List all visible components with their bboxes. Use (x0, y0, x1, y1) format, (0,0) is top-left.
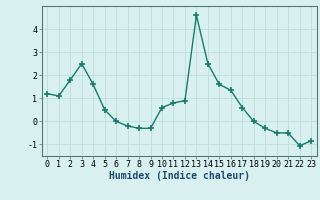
X-axis label: Humidex (Indice chaleur): Humidex (Indice chaleur) (109, 171, 250, 181)
